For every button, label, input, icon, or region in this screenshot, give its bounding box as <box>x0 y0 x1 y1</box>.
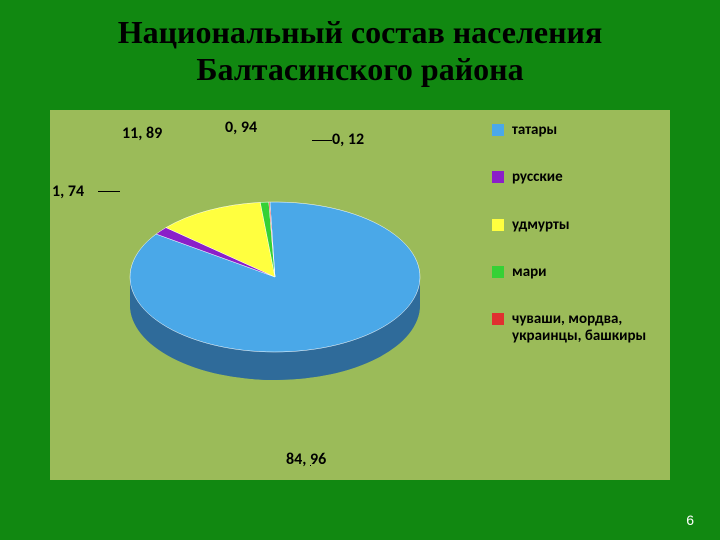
data-label: 84, 96 <box>286 450 326 469</box>
pie-chart: 84, 96 1, 74 11, 89 0, 94 0, 12 татары русски… <box>50 110 670 480</box>
legend-swatch <box>492 219 504 231</box>
title-line-2: Балтасинского района <box>196 51 523 87</box>
legend-label: русские <box>512 169 563 186</box>
legend-label: мари <box>512 264 547 281</box>
legend-swatch <box>492 171 504 183</box>
legend-swatch <box>492 313 504 325</box>
legend: татары русские удмурты мари чуваши, мордва, … <box>492 122 652 376</box>
legend-item: чуваши, мордва, украинцы, башкиры <box>492 311 652 346</box>
page-number: 6 <box>686 512 694 528</box>
page-title: Национальный состав населения Балтасинск… <box>0 0 720 88</box>
data-label: 0, 94 <box>225 118 257 137</box>
legend-label: чуваши, мордва, украинцы, башкиры <box>512 311 652 346</box>
legend-swatch <box>492 124 504 136</box>
pie-3d-svg <box>50 110 500 450</box>
data-label: 0, 12 <box>332 130 364 149</box>
leader-line <box>312 140 332 141</box>
data-label: 1, 74 <box>52 182 84 201</box>
slide: Национальный состав населения Балтасинск… <box>0 0 720 540</box>
legend-item: татары <box>492 122 652 139</box>
data-label: 11, 89 <box>122 124 162 143</box>
legend-label: удмурты <box>512 217 570 234</box>
legend-item: русские <box>492 169 652 186</box>
title-line-1: Национальный состав населения <box>118 14 603 50</box>
legend-label: татары <box>512 122 557 139</box>
legend-item: удмурты <box>492 217 652 234</box>
leader-line <box>98 191 120 192</box>
leader-line <box>310 465 311 466</box>
legend-swatch <box>492 266 504 278</box>
legend-item: мари <box>492 264 652 281</box>
